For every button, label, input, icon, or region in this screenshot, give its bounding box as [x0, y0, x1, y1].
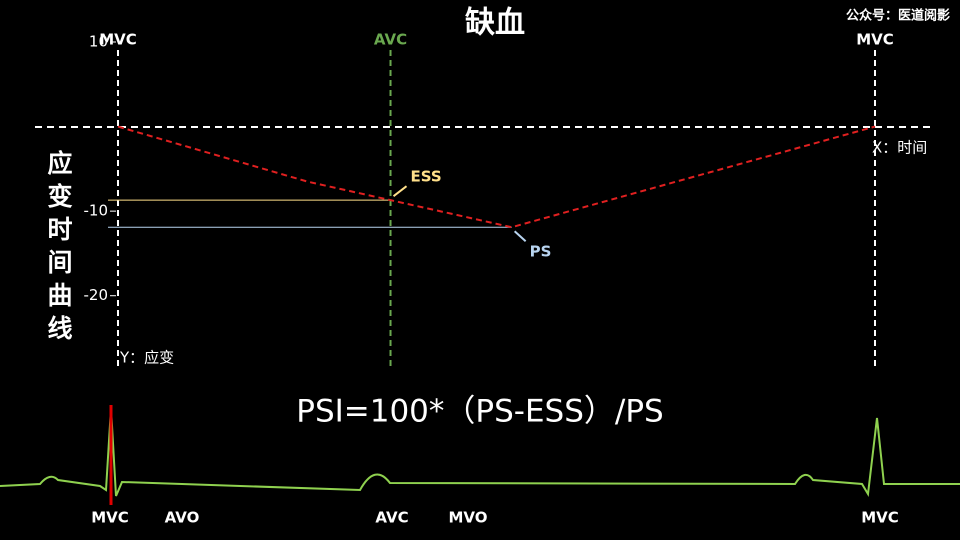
- y-axis-label: 应变时间曲线: [44, 150, 73, 348]
- x-axis-note: X：时间: [872, 139, 927, 157]
- marker-label: AVC: [374, 31, 407, 49]
- leader-line: [392, 185, 408, 197]
- marker-label: MVC: [99, 31, 137, 49]
- y-axis-note: Y：应变: [119, 349, 174, 367]
- ecg-label: AVC: [375, 509, 408, 527]
- ecg-label: AVO: [165, 509, 200, 527]
- leader-line: [513, 230, 527, 242]
- y-tick-label: -10: [84, 202, 109, 220]
- formula: PSI=100*（PS-ESS）/PS: [296, 394, 663, 430]
- marker-label: MVC: [856, 31, 894, 49]
- annotation: ESS: [411, 168, 442, 186]
- y-tick-label: -20: [84, 286, 109, 304]
- annotation: PS: [530, 243, 552, 261]
- y-tick-label: 10: [89, 33, 108, 51]
- strain-curve: [117, 125, 876, 229]
- chart-title: 缺血: [465, 6, 525, 41]
- ecg-label: MVC: [91, 509, 129, 527]
- ecg-label: MVO: [448, 509, 487, 527]
- ecg-label: MVC: [861, 509, 899, 527]
- ecg-trace: [0, 407, 960, 498]
- watermark: 公众号：医道阅影: [846, 8, 950, 24]
